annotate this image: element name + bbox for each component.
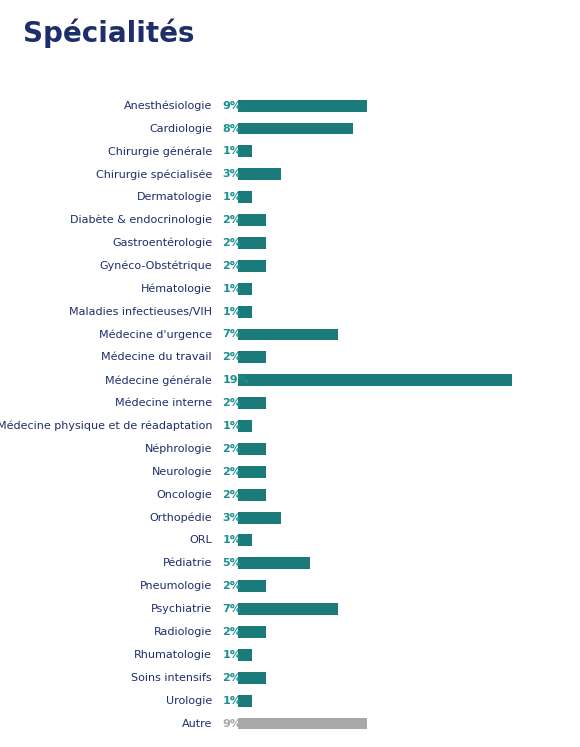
Text: Médecine physique et de réadaptation: Médecine physique et de réadaptation xyxy=(0,421,212,431)
Bar xyxy=(238,649,252,661)
Bar xyxy=(238,626,266,638)
Text: Cardiologie: Cardiologie xyxy=(149,123,212,134)
Text: 1%: 1% xyxy=(222,695,241,706)
Bar xyxy=(238,329,339,341)
Text: Oncologie: Oncologie xyxy=(157,490,212,500)
Bar xyxy=(238,580,266,592)
Bar xyxy=(238,420,252,432)
Bar xyxy=(238,672,266,684)
Bar xyxy=(238,512,281,524)
Bar xyxy=(238,306,252,317)
Text: Maladies infectieuses/VIH: Maladies infectieuses/VIH xyxy=(69,306,212,317)
Text: Radiologie: Radiologie xyxy=(154,627,212,637)
Text: 2%: 2% xyxy=(222,444,241,454)
Bar xyxy=(238,466,266,478)
Bar xyxy=(238,99,367,111)
Text: 2%: 2% xyxy=(222,215,241,225)
Text: Autre: Autre xyxy=(182,719,212,728)
Text: Hématologie: Hématologie xyxy=(141,283,212,294)
Text: 1%: 1% xyxy=(222,421,241,431)
Bar xyxy=(238,557,310,569)
Text: 1%: 1% xyxy=(222,306,241,317)
Text: Médecine d'urgence: Médecine d'urgence xyxy=(99,329,212,340)
Bar xyxy=(238,397,266,409)
Text: 3%: 3% xyxy=(222,512,241,523)
Text: Diabète & endocrinologie: Diabète & endocrinologie xyxy=(70,215,212,226)
Bar xyxy=(238,283,252,294)
Text: 2%: 2% xyxy=(222,353,241,362)
Text: 9%: 9% xyxy=(222,719,241,728)
Text: Médecine interne: Médecine interne xyxy=(115,398,212,408)
Bar xyxy=(238,489,266,500)
Bar xyxy=(238,260,266,272)
Bar xyxy=(238,718,367,730)
Bar xyxy=(238,351,266,363)
Text: Pneumologie: Pneumologie xyxy=(140,581,212,591)
Text: 1%: 1% xyxy=(222,650,241,660)
Text: 2%: 2% xyxy=(222,627,241,637)
Text: 1%: 1% xyxy=(222,146,241,156)
Text: Médecine générale: Médecine générale xyxy=(106,375,212,385)
Text: Médecine du travail: Médecine du travail xyxy=(102,353,212,362)
Text: 2%: 2% xyxy=(222,581,241,591)
Text: 2%: 2% xyxy=(222,398,241,408)
Bar xyxy=(238,123,353,134)
Bar xyxy=(238,535,252,546)
Text: 7%: 7% xyxy=(222,604,241,614)
Text: 19%: 19% xyxy=(222,375,249,385)
Bar xyxy=(238,237,266,249)
Text: 7%: 7% xyxy=(222,329,241,339)
Text: Gynéco-Obstétrique: Gynéco-Obstétrique xyxy=(99,261,212,271)
Text: Rhumatologie: Rhumatologie xyxy=(134,650,212,660)
Bar xyxy=(238,695,252,707)
Text: Soins intensifs: Soins intensifs xyxy=(132,673,212,683)
Text: Psychiatrie: Psychiatrie xyxy=(151,604,212,614)
Bar xyxy=(238,374,512,386)
Text: 2%: 2% xyxy=(222,261,241,271)
Text: Dermatologie: Dermatologie xyxy=(136,192,212,202)
Text: Anesthésiologie: Anesthésiologie xyxy=(124,100,212,111)
Text: 1%: 1% xyxy=(222,284,241,294)
Text: 9%: 9% xyxy=(222,101,241,111)
Text: 1%: 1% xyxy=(222,536,241,545)
Text: ORL: ORL xyxy=(189,536,212,545)
Text: 2%: 2% xyxy=(222,467,241,477)
Text: 2%: 2% xyxy=(222,490,241,500)
Text: Spécialités: Spécialités xyxy=(23,19,195,48)
Bar xyxy=(238,191,252,203)
Bar xyxy=(238,146,252,158)
Text: Chirurgie générale: Chirurgie générale xyxy=(108,146,212,157)
Text: 2%: 2% xyxy=(222,673,241,683)
Text: 2%: 2% xyxy=(222,238,241,248)
Text: 5%: 5% xyxy=(222,558,241,568)
Text: 8%: 8% xyxy=(222,123,241,134)
Text: Gastroentérologie: Gastroentérologie xyxy=(112,238,212,248)
Text: Néphrologie: Néphrologie xyxy=(144,444,212,454)
Text: Pédiatrie: Pédiatrie xyxy=(163,558,212,568)
Text: Urologie: Urologie xyxy=(166,695,212,706)
Text: Neurologie: Neurologie xyxy=(151,467,212,477)
Text: 1%: 1% xyxy=(222,192,241,202)
Text: 3%: 3% xyxy=(222,170,241,179)
Bar xyxy=(238,214,266,226)
Bar xyxy=(238,443,266,455)
Bar xyxy=(238,603,339,615)
Text: Orthopédie: Orthopédie xyxy=(150,512,212,523)
Bar xyxy=(238,168,281,180)
Text: Chirurgie spécialisée: Chirurgie spécialisée xyxy=(96,169,212,179)
